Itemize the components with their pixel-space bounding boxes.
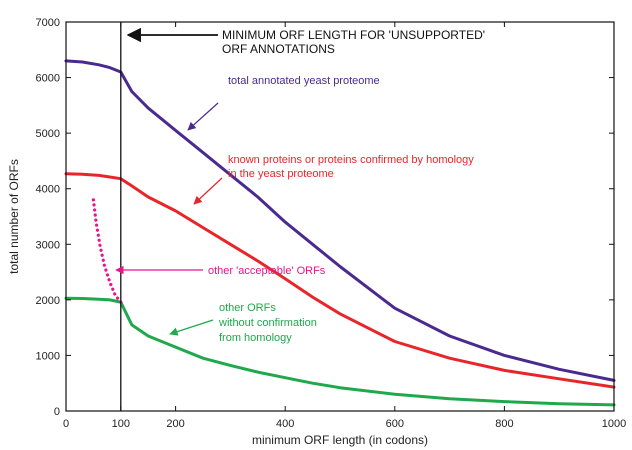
x-tick-label: 200 bbox=[166, 418, 184, 430]
known-proteins-arrow bbox=[193, 177, 223, 205]
x-tick-label: 800 bbox=[495, 418, 513, 430]
x-tick-label: 400 bbox=[276, 418, 294, 430]
axis-layer: 0 100 200 400 600 800 1000 0 1000 2000 3000 4000 500… bbox=[7, 17, 626, 447]
x-tick-label: 600 bbox=[386, 418, 404, 430]
other-orfs-label-line3: from homology bbox=[219, 332, 292, 344]
other-orfs-arrow bbox=[169, 319, 214, 336]
vline-label-line1: MINIMUM ORF LENGTH FOR 'UNSUPPORTED' bbox=[222, 28, 485, 42]
known-proteins-label-line2: in the yeast proteome bbox=[228, 168, 334, 180]
other-orfs-label-line1: other ORFs bbox=[219, 302, 276, 314]
x-axis-title: minimum ORF length (in codons) bbox=[252, 433, 428, 447]
y-tick-label: 1000 bbox=[36, 350, 60, 362]
y-tick-label: 2000 bbox=[36, 295, 60, 307]
x-tick-label: 0 bbox=[63, 418, 69, 430]
other-orfs-label-line2: without confirmation bbox=[218, 317, 317, 329]
y-axis-title: total number of ORFs bbox=[7, 159, 21, 274]
acceptable-orfs-label: other 'acceptable' ORFs bbox=[208, 265, 326, 277]
y-tick-label: 3000 bbox=[36, 239, 60, 251]
y-tick-label: 6000 bbox=[36, 73, 60, 85]
total-proteome-arrow bbox=[187, 102, 219, 131]
known-proteins-label-line1: known proteins or proteins confirmed by … bbox=[228, 154, 474, 166]
other-orfs-line bbox=[64, 296, 616, 407]
y-tick-label: 4000 bbox=[36, 184, 60, 196]
y-tick-label: 7000 bbox=[36, 17, 60, 29]
y-tick-label: 0 bbox=[54, 406, 60, 418]
acceptable-orfs-line bbox=[91, 198, 123, 304]
x-tick-label: 1000 bbox=[602, 418, 626, 430]
known-proteins-line bbox=[64, 172, 616, 389]
series-layer bbox=[64, 59, 616, 407]
total-proteome-line bbox=[64, 59, 616, 382]
total-proteome-label: total annotated yeast proteome bbox=[228, 75, 380, 87]
vline-label-line2: ORF ANNOTATIONS bbox=[222, 42, 335, 56]
plot-frame bbox=[65, 21, 615, 412]
x-tick-label: 100 bbox=[112, 418, 130, 430]
y-tick-label: 5000 bbox=[36, 128, 60, 140]
